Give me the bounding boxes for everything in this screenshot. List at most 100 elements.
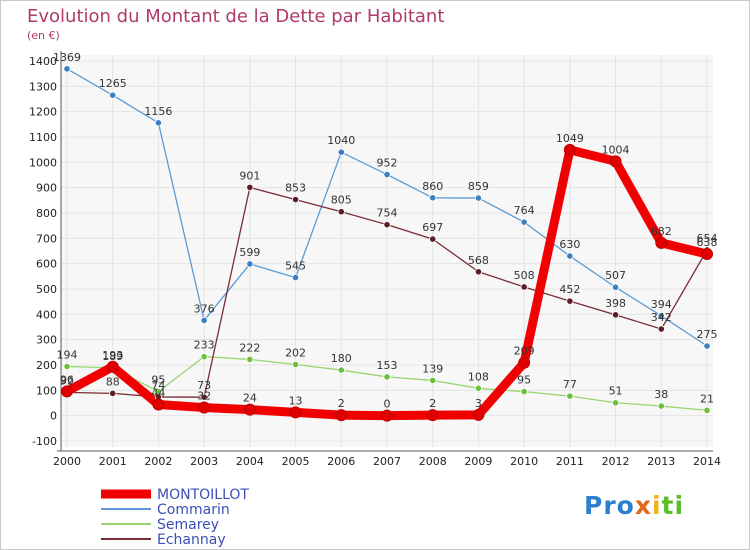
y-tick-label: 800 (36, 207, 57, 220)
data-point-commarin (63, 65, 71, 73)
data-point-commarin (703, 342, 711, 350)
data-label-echannay: 853 (285, 182, 306, 195)
chart-title: Evolution du Montant de la Dette par Hab… (27, 6, 445, 27)
data-label-commarin: 545 (285, 260, 306, 273)
data-label-echannay: 805 (331, 194, 352, 207)
data-point-commarin (657, 312, 665, 320)
data-point-commarin (246, 260, 254, 268)
data-label-montoillot: 0 (384, 398, 391, 411)
data-point-echannay (429, 235, 437, 243)
x-tick-label: 2010 (510, 455, 538, 468)
data-point-echannay (291, 195, 300, 204)
data-label-montoillot: 2 (429, 397, 436, 410)
data-point-montoillot (563, 143, 576, 156)
data-label-echannay: 568 (468, 254, 489, 267)
data-point-commarin (291, 273, 300, 282)
data-point-commarin (611, 283, 620, 291)
data-label-commarin: 952 (377, 156, 398, 169)
x-tick-label: 2000 (53, 455, 81, 468)
x-tick-label: 2005 (282, 455, 310, 468)
data-label-commarin: 860 (422, 180, 443, 193)
data-point-commarin (566, 252, 574, 260)
data-label-commarin: 1040 (327, 134, 355, 147)
data-label-montoillot: 638 (697, 236, 718, 249)
x-tick-label: 2002 (144, 455, 172, 468)
data-label-commarin: 507 (605, 269, 626, 282)
y-tick-label: 100 (36, 384, 57, 397)
data-point-semarey (383, 373, 391, 381)
data-point-echannay (520, 283, 528, 291)
x-tick-label: 2007 (373, 455, 401, 468)
data-point-commarin (474, 194, 483, 202)
data-label-echannay: 74 (151, 379, 165, 392)
x-tick-label: 2014 (693, 455, 721, 468)
x-tick-label: 2006 (327, 455, 355, 468)
data-point-montoillot (61, 385, 73, 398)
legend-label-montoillot: MONTOILLOT (157, 487, 249, 503)
y-tick-label: 500 (36, 283, 57, 296)
data-point-echannay (383, 221, 391, 229)
data-label-montoillot: 24 (243, 392, 257, 405)
data-label-commarin: 859 (468, 180, 489, 193)
data-point-echannay (246, 183, 254, 192)
data-point-commarin (154, 119, 163, 127)
logo-part-1: Pro (584, 491, 635, 520)
data-point-semarey (611, 399, 620, 407)
data-point-semarey (337, 366, 345, 374)
y-tick-label: -100 (32, 435, 57, 448)
data-label-semarey: 222 (239, 341, 260, 354)
data-point-montoillot (335, 409, 348, 422)
logo-part-4: ti (661, 491, 685, 520)
data-point-commarin (200, 316, 208, 325)
data-label-commarin: 764 (514, 204, 535, 217)
data-label-echannay: 342 (651, 311, 672, 324)
data-point-montoillot (518, 356, 531, 369)
x-tick-label: 2012 (602, 455, 630, 468)
data-label-echannay: 901 (239, 169, 260, 182)
y-tick-label: 0 (50, 410, 57, 423)
y-tick-label: 1200 (29, 106, 57, 119)
x-tick-label: 2013 (647, 455, 675, 468)
y-tick-label: 200 (36, 359, 57, 372)
data-point-echannay (109, 389, 117, 397)
x-tick-label: 2003 (190, 455, 218, 468)
data-point-montoillot (106, 360, 119, 373)
data-point-echannay (337, 208, 345, 216)
data-point-echannay (566, 297, 574, 305)
data-label-semarey: 180 (331, 352, 352, 365)
data-point-semarey (520, 387, 528, 396)
data-label-montoillot: 96 (60, 373, 74, 386)
data-label-echannay: 398 (605, 297, 626, 310)
legend-label-echannay: Echannay (157, 532, 226, 548)
y-tick-label: 400 (36, 308, 57, 321)
data-point-montoillot (655, 236, 668, 249)
data-point-echannay (611, 311, 620, 319)
data-point-semarey (63, 362, 71, 371)
data-label-semarey: 202 (285, 346, 306, 359)
data-point-semarey (429, 376, 437, 385)
data-point-echannay (657, 325, 665, 333)
data-point-semarey (291, 360, 300, 369)
data-label-echannay: 452 (559, 283, 580, 296)
data-point-montoillot (381, 409, 393, 422)
legend-label-commarin: Commarin (157, 502, 230, 518)
data-label-montoillot: 2 (338, 397, 345, 410)
data-point-semarey (474, 384, 483, 392)
data-label-semarey: 51 (609, 385, 623, 398)
data-label-montoillot: 44 (151, 387, 165, 400)
data-point-montoillot (426, 409, 439, 422)
proxiti-logo: Proxiti (584, 491, 684, 520)
data-point-commarin (109, 91, 117, 99)
y-tick-label: 300 (36, 334, 57, 347)
data-label-semarey: 95 (517, 374, 531, 387)
data-label-montoillot: 13 (289, 394, 303, 407)
data-label-commarin: 275 (697, 328, 718, 341)
data-point-semarey (657, 402, 665, 410)
data-label-commarin: 630 (559, 238, 580, 251)
data-point-semarey (703, 406, 711, 414)
data-label-semarey: 189 (102, 350, 123, 363)
logo-part-3: i (651, 491, 662, 520)
data-label-semarey: 77 (563, 378, 577, 391)
